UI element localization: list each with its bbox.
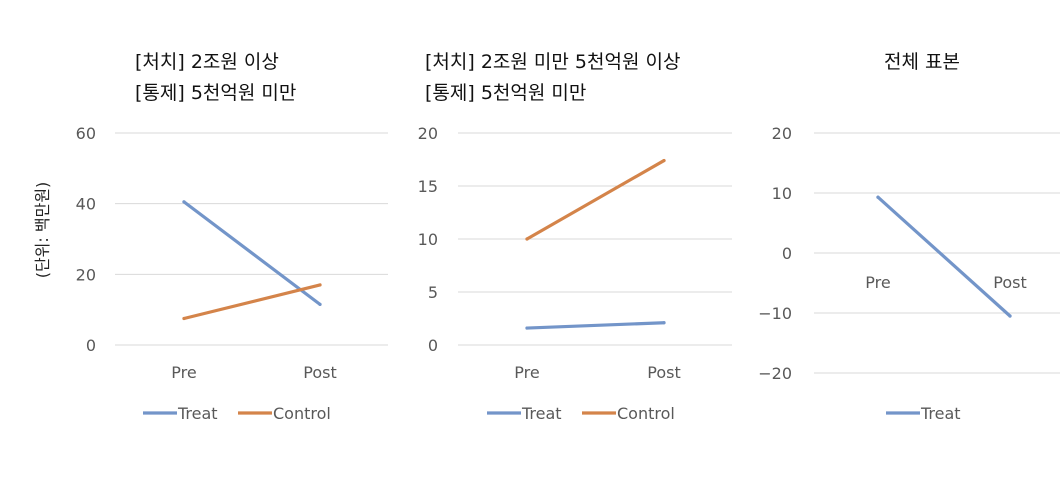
data-point-control [182, 316, 186, 321]
series-line-control [182, 283, 322, 321]
data-point-treat [1008, 314, 1012, 318]
y-tick-label: −20 [758, 364, 792, 383]
series-line-treat [876, 195, 1012, 318]
y-tick-label: 40 [76, 195, 96, 214]
chart-title-line: [처치] 2조원 미만 5천억원 이상 [425, 51, 680, 73]
series-line-control [525, 158, 666, 241]
series-line-treat [182, 200, 322, 306]
y-tick-label: 20 [76, 265, 96, 284]
series-line-treat [525, 321, 666, 330]
y-tick-label: 0 [428, 336, 438, 355]
x-tick-label: Pre [865, 273, 890, 292]
y-tick-label: −10 [758, 304, 792, 323]
y-tick-label: 0 [86, 336, 96, 355]
y-tick-label: 20 [772, 124, 792, 143]
chart-panel-3: 전체 표본 −20 −10 0 10 20 Pre Post Treat [758, 51, 1060, 423]
data-point-control [318, 283, 322, 287]
x-tick-label: Pre [514, 363, 539, 382]
legend-label-treat: Treat [177, 404, 218, 423]
chart-title-line: 전체 표본 [884, 51, 960, 73]
y-tick-label: 20 [418, 124, 438, 143]
data-point-treat [318, 302, 322, 306]
y-tick-label: 10 [772, 184, 792, 203]
y-axis-label-text: (단위: 백만원) [33, 181, 52, 279]
y-tick-label: 5 [428, 283, 438, 302]
data-point-treat [182, 200, 186, 204]
legend-label-treat: Treat [521, 404, 562, 423]
y-tick-label: 15 [418, 177, 438, 196]
x-tick-label: Post [303, 363, 336, 382]
chart-title-line: [통제] 5천억원 미만 [135, 82, 296, 104]
chart-title-line: [처치] 2조원 이상 [135, 51, 279, 73]
x-tick-label: Pre [171, 363, 196, 382]
data-point-control [525, 237, 529, 241]
y-tick-label: 10 [418, 230, 438, 249]
data-point-control [662, 158, 666, 163]
x-tick-label: Post [647, 363, 680, 382]
legend-label-control: Control [617, 404, 675, 423]
chart-title-line: [통제] 5천억원 미만 [425, 82, 586, 104]
chart-panel-2: [처치] 2조원 미만 5천억원 이상 [통제] 5천억원 미만 0 5 10 15 20 P… [418, 51, 732, 423]
y-tick-label: 0 [782, 244, 792, 263]
data-point-treat [662, 321, 666, 325]
legend-label-control: Control [273, 404, 331, 423]
x-tick-label: Post [993, 273, 1026, 292]
legend-label-treat: Treat [920, 404, 961, 423]
y-tick-label: 60 [76, 124, 96, 143]
y-axis-label: (단위: 백만원) [26, 170, 56, 290]
data-point-treat [525, 326, 529, 330]
data-point-treat [876, 195, 880, 199]
chart-panel-1: [처치] 2조원 이상 [통제] 5천억원 미만 0 20 40 60 Pre Post Tre… [76, 51, 388, 423]
